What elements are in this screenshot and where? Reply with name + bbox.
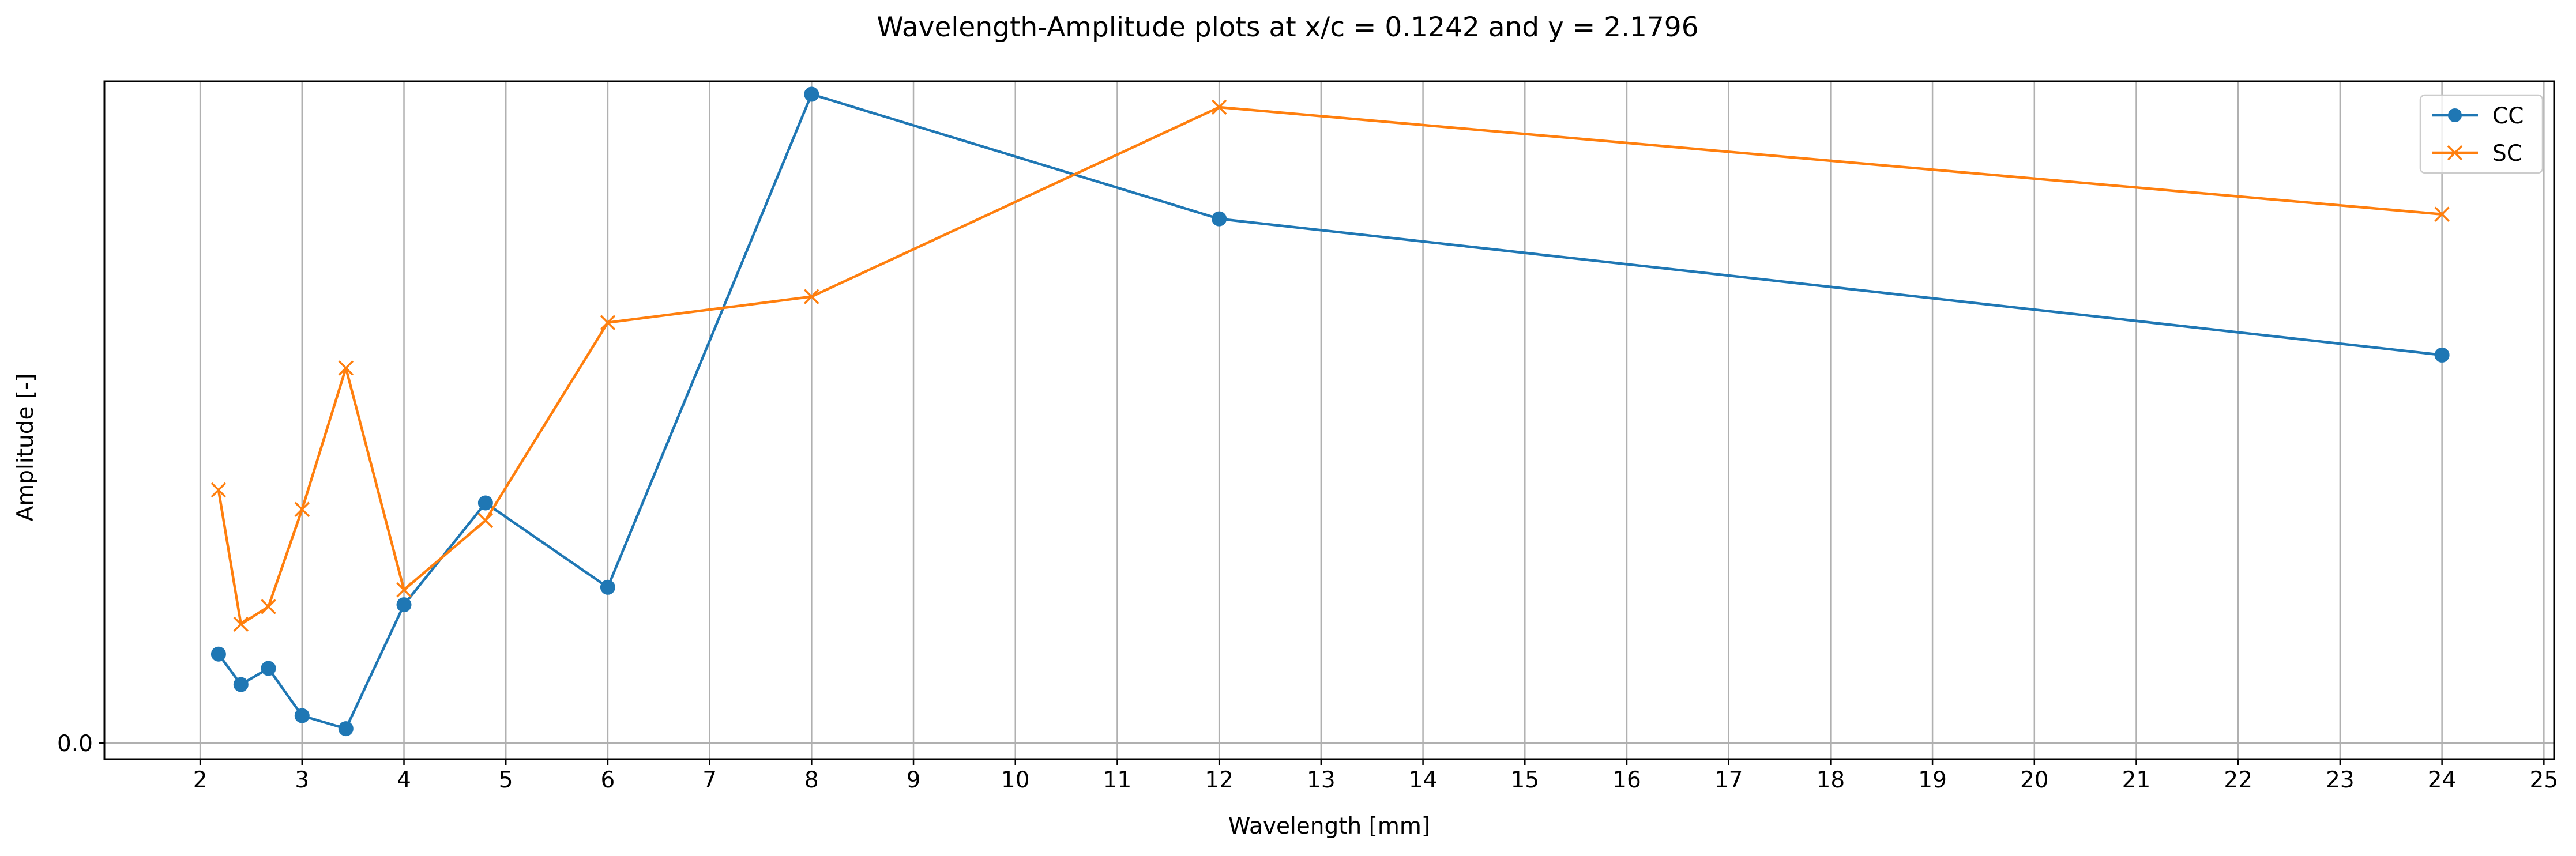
x-tick-label: 12	[1205, 767, 1234, 793]
data-point	[477, 512, 494, 529]
x-tick-label: 10	[1001, 767, 1030, 793]
data-point	[338, 721, 354, 737]
x-tick-label: 13	[1307, 767, 1336, 793]
x-tick-label: 18	[1817, 767, 1845, 793]
data-point	[210, 646, 226, 662]
legend-item-sc: SC	[2432, 141, 2522, 167]
legend-item-cc: CC	[2432, 103, 2524, 129]
data-point	[396, 597, 412, 613]
x-axis-title: Wavelength [mm]	[1228, 813, 1430, 839]
x-tick-label: 20	[2020, 767, 2049, 793]
data-point	[477, 495, 493, 511]
data-point	[804, 289, 819, 304]
ticks: 2 3 4 5 6 7 8 9 10 11 12 13 14 15 16 17 18 19 20 21 22 23 24 25…	[57, 731, 2558, 793]
data-point	[294, 501, 310, 517]
data-point	[804, 86, 819, 102]
y-axis-title: Amplitude [-]	[13, 374, 39, 522]
data-point	[2434, 206, 2450, 222]
data-point	[261, 661, 276, 676]
data-point	[396, 582, 412, 598]
x-tick-label: 17	[1714, 767, 1743, 793]
x-tick-label: 16	[1612, 767, 1641, 793]
legend-marker	[2447, 145, 2463, 161]
data-point	[261, 599, 276, 614]
data-point	[1212, 211, 1227, 227]
x-tick-label: 4	[397, 767, 411, 793]
data-point	[210, 482, 227, 498]
series-cc	[210, 86, 2450, 737]
chart-title: Wavelength-Amplitude plots at x/c = 0.12…	[877, 12, 1698, 43]
grid	[104, 81, 2554, 759]
x-tick-label: 22	[2224, 767, 2252, 793]
data-point	[233, 616, 249, 632]
x-tick-label: 5	[499, 767, 513, 793]
data-point	[600, 579, 615, 595]
data-point	[338, 360, 354, 376]
data-point	[600, 315, 616, 330]
data-point	[233, 677, 249, 692]
data-point	[1211, 99, 1227, 115]
data-point	[2434, 347, 2450, 363]
y-tick-label: 0.0	[57, 731, 93, 757]
x-tick-label: 8	[804, 767, 819, 793]
data-point	[294, 708, 310, 723]
x-tick-label: 7	[702, 767, 717, 793]
x-tick-label: 11	[1103, 767, 1132, 793]
x-tick-label: 9	[907, 767, 921, 793]
series-layer	[210, 86, 2450, 737]
x-tick-label: 19	[1918, 767, 1947, 793]
legend-label: SC	[2492, 141, 2522, 167]
x-tick-label: 14	[1409, 767, 1438, 793]
plot-frame	[103, 80, 2555, 760]
x-tick-label: 6	[601, 767, 615, 793]
x-tick-label: 3	[295, 767, 309, 793]
legend-label: CC	[2492, 103, 2524, 129]
x-tick-label: 24	[2428, 767, 2457, 793]
legend: CC SC	[2419, 94, 2544, 174]
legend-box	[2419, 94, 2544, 174]
x-tick-label: 2	[193, 767, 208, 793]
x-tick-label: 23	[2326, 767, 2355, 793]
legend-marker	[2448, 108, 2462, 122]
x-tick-label: 25	[2530, 767, 2559, 793]
x-tick-label: 15	[1510, 767, 1539, 793]
series-sc	[210, 99, 2450, 632]
x-tick-label: 21	[2122, 767, 2151, 793]
